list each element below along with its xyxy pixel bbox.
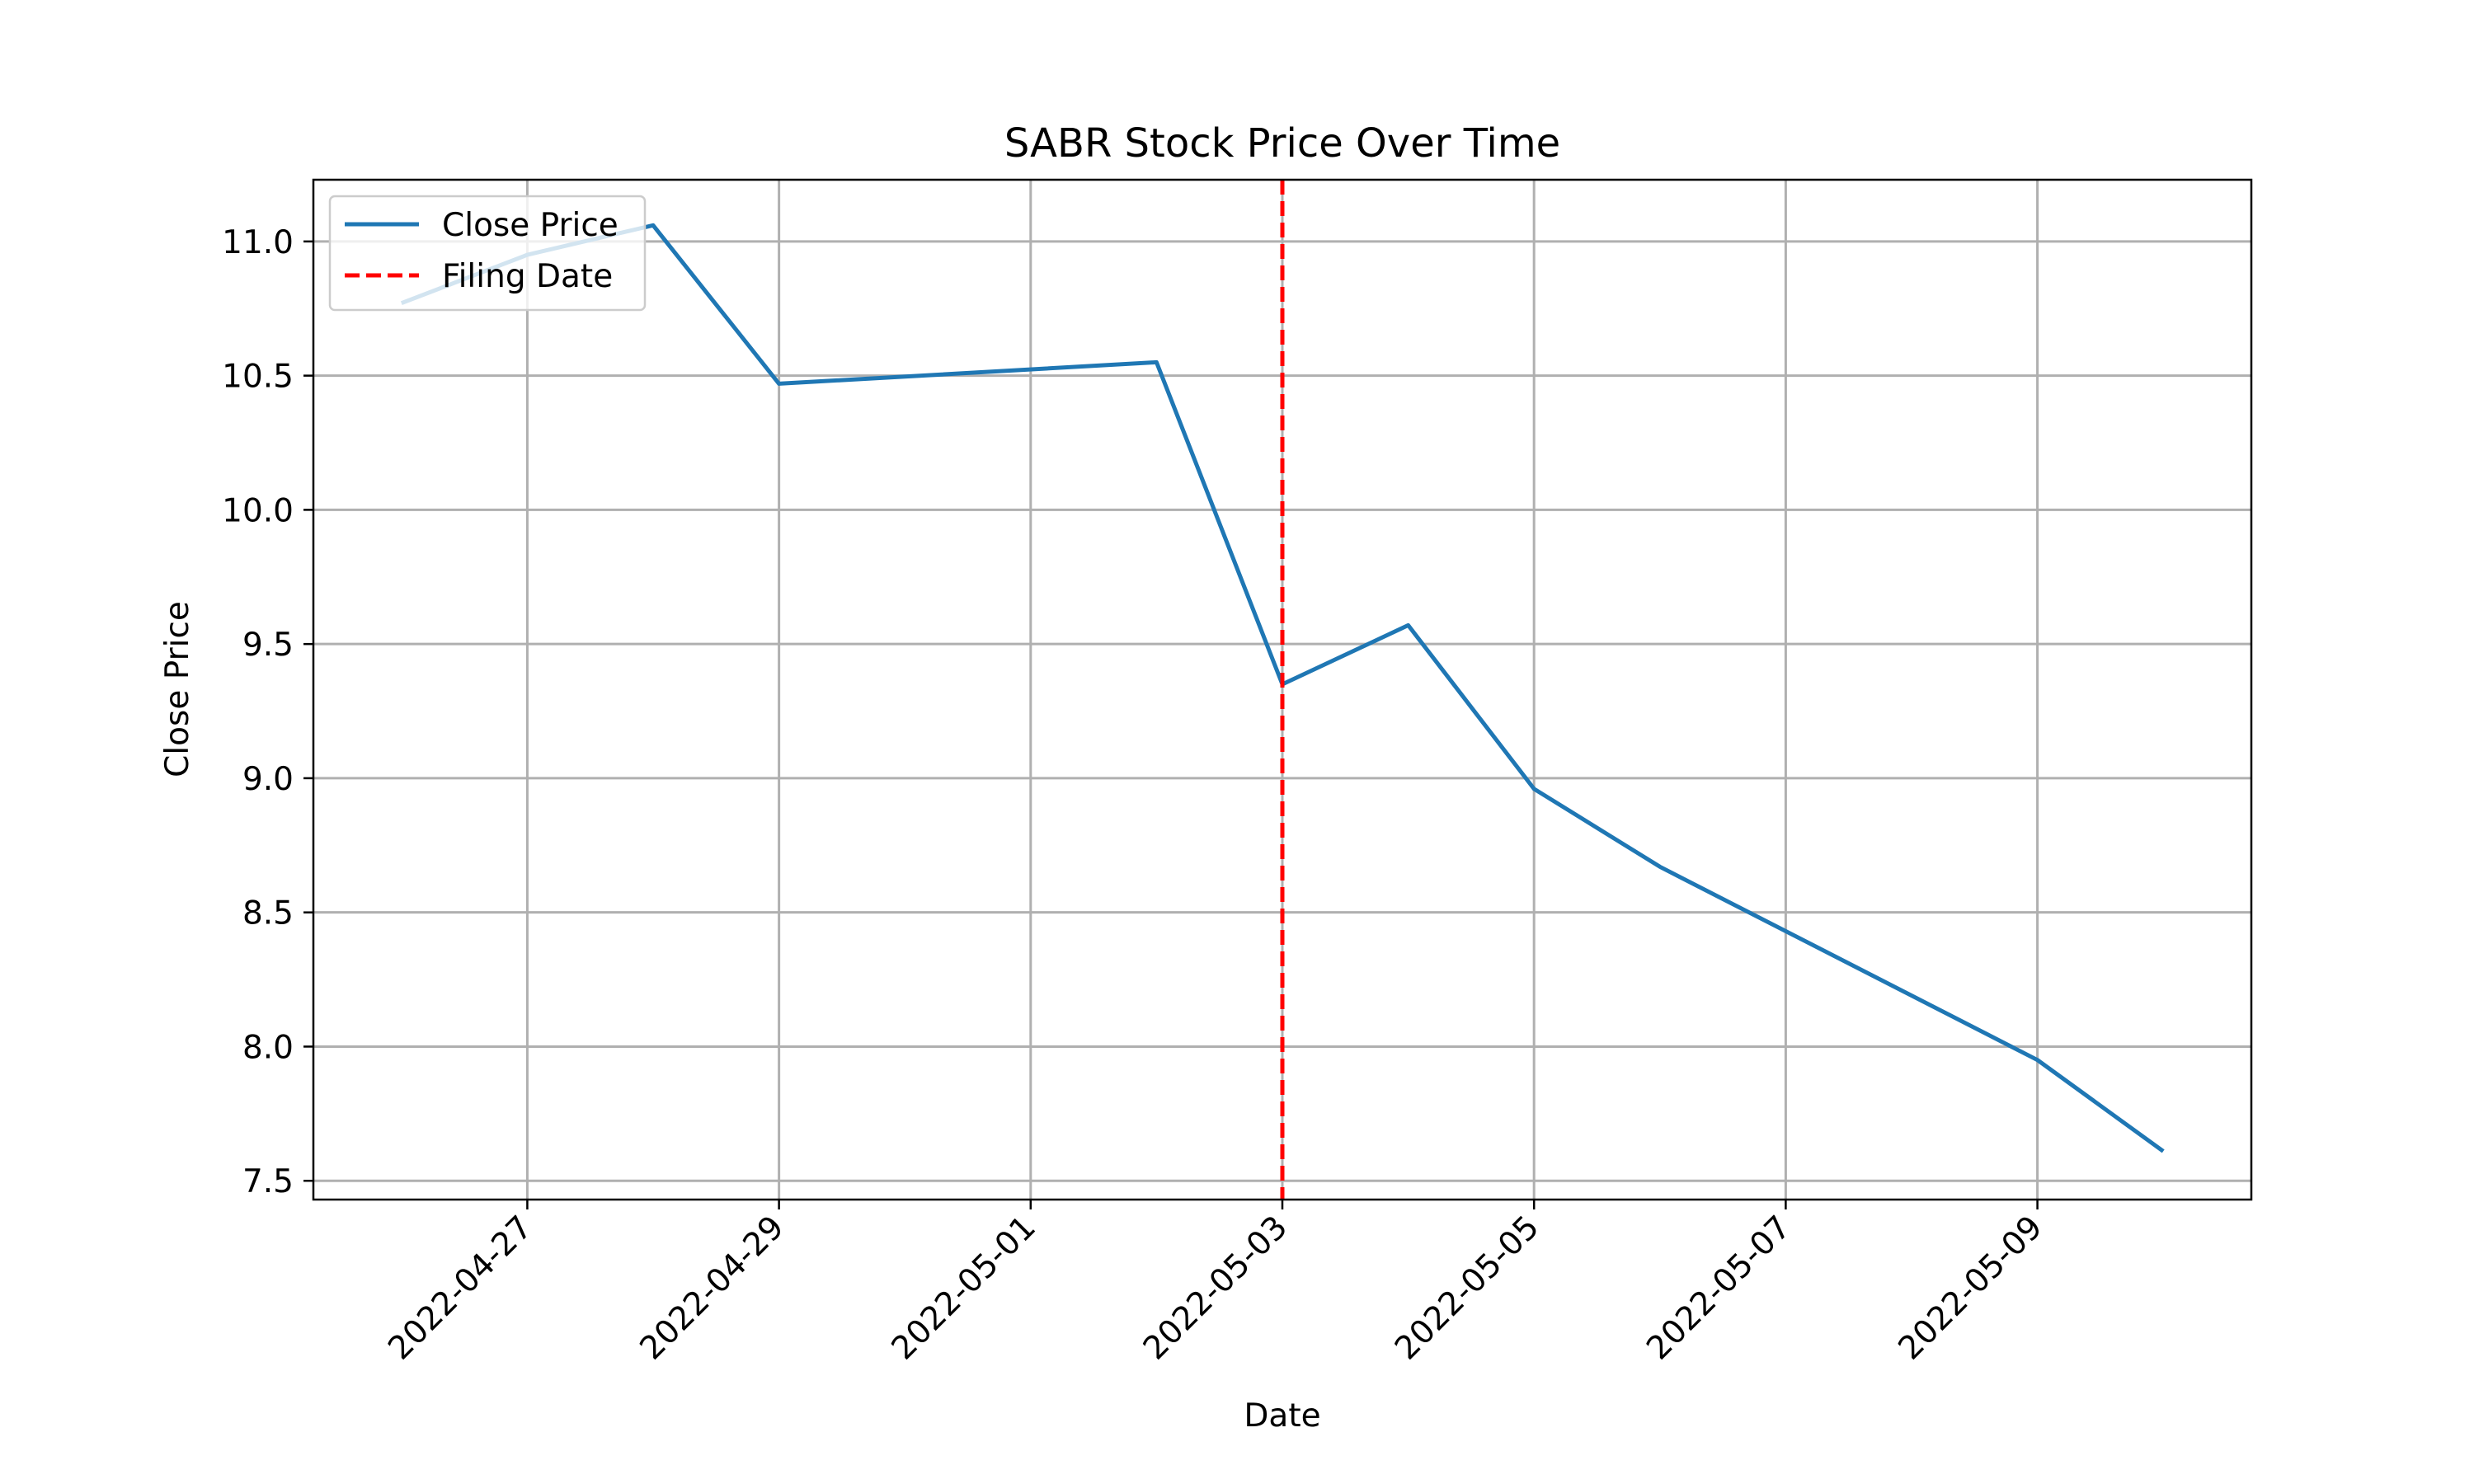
y-axis-label: Close Price [159,601,196,777]
legend-close-price-label: Close Price [442,207,618,244]
data-point [778,383,779,384]
x-tick-label: 2022-05-05 [1388,1209,1546,1367]
y-axis: 7.5 8.0 8.5 9.0 9.5 10.0 10.5 11.0 [222,224,313,1200]
y-tick-label: 10.5 [222,359,294,396]
chart-title: SABR Stock Price Over Time [1004,120,1560,167]
y-tick-label: 10.0 [222,492,294,529]
data-point [1408,625,1409,626]
y-tick-label: 11.0 [222,224,294,261]
x-axis-label: Date [1244,1397,1320,1435]
x-axis: 2022-04-27 2022-04-29 2022-05-01 2022-05-03… [381,1200,2050,1367]
data-point [1659,866,1660,867]
x-tick-label: 2022-04-27 [381,1209,539,1367]
x-tick-label: 2022-04-29 [633,1209,792,1367]
data-point [1156,362,1157,363]
x-tick-label: 2022-05-01 [885,1209,1043,1367]
y-tick-label: 9.5 [242,627,294,664]
y-tick-label: 9.0 [242,761,294,798]
data-point [2037,1059,2038,1060]
y-tick-label: 8.5 [242,895,294,932]
data-point [653,225,654,226]
legend: Close Price Filing Date [328,195,647,312]
data-point [2163,1151,2164,1152]
data-point [1534,788,1535,789]
x-tick-label: 2022-05-09 [1892,1209,2050,1367]
x-tick-label: 2022-05-07 [1639,1209,1798,1367]
legend-filing-date-label: Filing Date [442,258,613,295]
y-tick-label: 7.5 [242,1163,294,1200]
y-tick-label: 8.0 [242,1029,294,1066]
x-tick-label: 2022-05-03 [1136,1209,1295,1367]
